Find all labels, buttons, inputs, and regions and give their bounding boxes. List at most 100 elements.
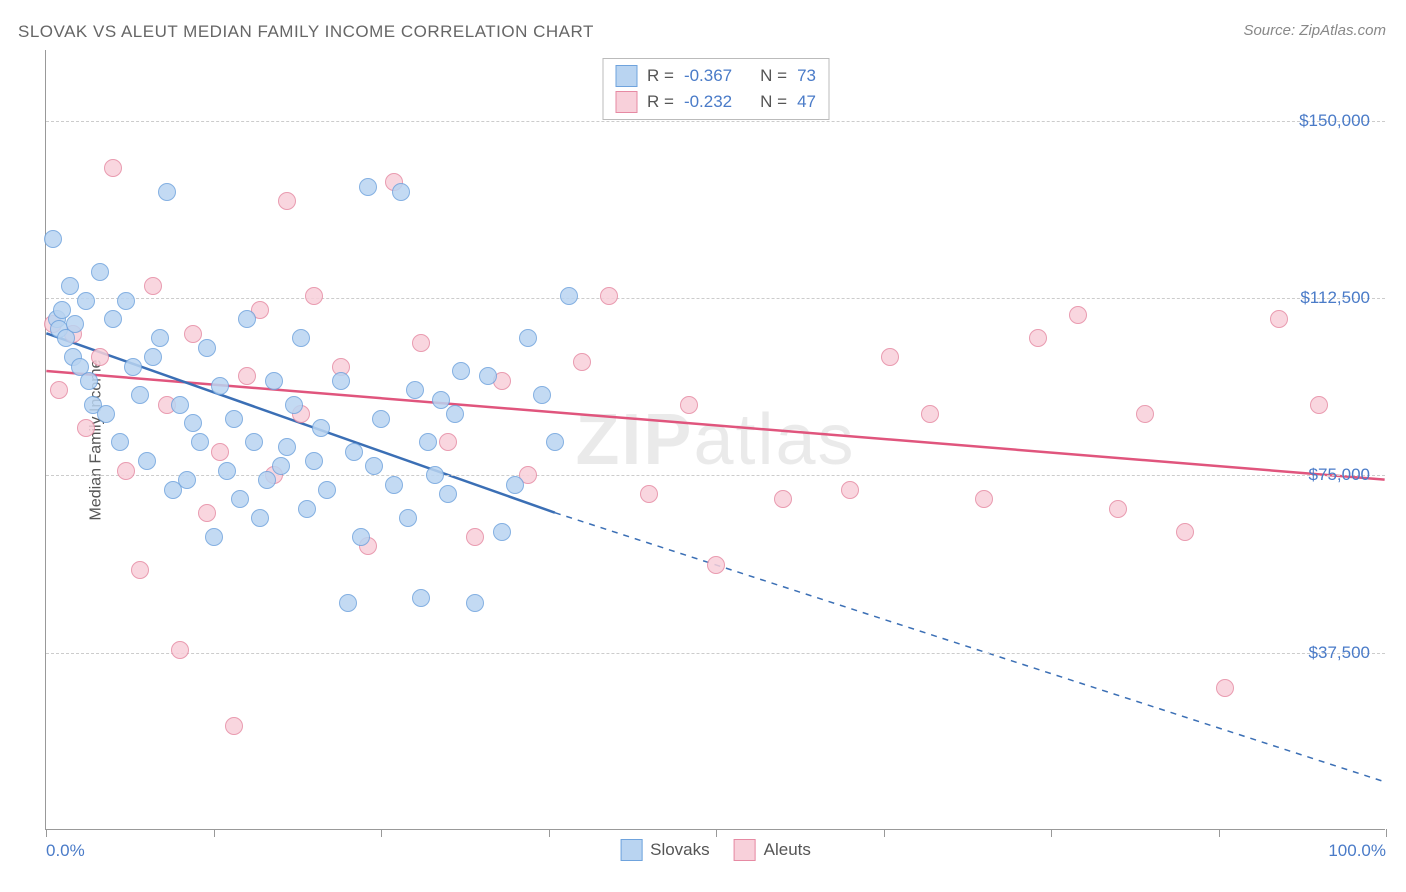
data-point xyxy=(439,433,457,451)
data-point xyxy=(245,433,263,451)
data-point xyxy=(372,410,390,428)
watermark: ZIPatlas xyxy=(575,399,855,481)
legend-series: Slovaks Aleuts xyxy=(620,839,811,861)
gridline xyxy=(46,653,1385,654)
data-point xyxy=(265,372,283,390)
ytick-label: $112,500 xyxy=(1300,288,1370,308)
data-point xyxy=(131,386,149,404)
data-point xyxy=(560,287,578,305)
xtick xyxy=(1386,829,1387,837)
data-point xyxy=(66,315,84,333)
chart-title: SLOVAK VS ALEUT MEDIAN FAMILY INCOME COR… xyxy=(18,22,594,42)
gridline xyxy=(46,298,1385,299)
data-point xyxy=(117,462,135,480)
data-point xyxy=(91,263,109,281)
data-point xyxy=(97,405,115,423)
data-point xyxy=(399,509,417,527)
data-point xyxy=(205,528,223,546)
gridline xyxy=(46,121,1385,122)
r-label: R = xyxy=(647,66,674,86)
xtick xyxy=(1219,829,1220,837)
gridline xyxy=(46,475,1385,476)
data-point xyxy=(184,414,202,432)
data-point xyxy=(305,452,323,470)
data-point xyxy=(298,500,316,518)
data-point xyxy=(406,381,424,399)
data-point xyxy=(151,329,169,347)
data-point xyxy=(231,490,249,508)
data-point xyxy=(171,396,189,414)
r-value-aleuts: -0.232 xyxy=(684,92,732,112)
data-point xyxy=(446,405,464,423)
data-point xyxy=(493,523,511,541)
xtick-label-left: 0.0% xyxy=(46,841,85,861)
ytick-label: $75,000 xyxy=(1309,465,1370,485)
data-point xyxy=(452,362,470,380)
data-point xyxy=(258,471,276,489)
legend-correlation: R = -0.367 N = 73 R = -0.232 N = 47 xyxy=(602,58,829,120)
data-point xyxy=(178,471,196,489)
xtick xyxy=(46,829,47,837)
legend-label-slovaks: Slovaks xyxy=(650,840,710,860)
data-point xyxy=(1109,500,1127,518)
data-point xyxy=(77,419,95,437)
data-point xyxy=(1029,329,1047,347)
legend-row-slovaks: R = -0.367 N = 73 xyxy=(615,63,816,89)
ytick-label: $150,000 xyxy=(1299,111,1370,131)
data-point xyxy=(198,504,216,522)
legend-item-aleuts: Aleuts xyxy=(734,839,811,861)
data-point xyxy=(61,277,79,295)
data-point xyxy=(104,310,122,328)
data-point xyxy=(1069,306,1087,324)
legend-label-aleuts: Aleuts xyxy=(764,840,811,860)
data-point xyxy=(533,386,551,404)
data-point xyxy=(111,433,129,451)
ytick-label: $37,500 xyxy=(1309,643,1370,663)
data-point xyxy=(211,443,229,461)
data-point xyxy=(479,367,497,385)
data-point xyxy=(77,292,95,310)
data-point xyxy=(385,476,403,494)
data-point xyxy=(439,485,457,503)
source-label: Source: ZipAtlas.com xyxy=(1243,22,1386,39)
data-point xyxy=(1136,405,1154,423)
r-label: R = xyxy=(647,92,674,112)
data-point xyxy=(345,443,363,461)
xtick xyxy=(716,829,717,837)
data-point xyxy=(225,717,243,735)
data-point xyxy=(251,509,269,527)
data-point xyxy=(117,292,135,310)
data-point xyxy=(339,594,357,612)
data-point xyxy=(44,230,62,248)
data-point xyxy=(238,310,256,328)
data-point xyxy=(198,339,216,357)
legend-swatch-aleuts-bottom xyxy=(734,839,756,861)
data-point xyxy=(600,287,618,305)
data-point xyxy=(921,405,939,423)
data-point xyxy=(278,192,296,210)
data-point xyxy=(412,589,430,607)
n-value-aleuts: 47 xyxy=(797,92,816,112)
n-value-slovaks: 73 xyxy=(797,66,816,86)
data-point xyxy=(158,183,176,201)
data-point xyxy=(392,183,410,201)
data-point xyxy=(124,358,142,376)
data-point xyxy=(365,457,383,475)
data-point xyxy=(80,372,98,390)
data-point xyxy=(50,381,68,399)
data-point xyxy=(1216,679,1234,697)
data-point xyxy=(640,485,658,503)
legend-swatch-slovaks-bottom xyxy=(620,839,642,861)
data-point xyxy=(305,287,323,305)
data-point xyxy=(144,348,162,366)
data-point xyxy=(211,377,229,395)
plot-area: ZIPatlas Median Family Income R = -0.367… xyxy=(45,50,1385,830)
data-point xyxy=(171,641,189,659)
data-point xyxy=(506,476,524,494)
xtick xyxy=(884,829,885,837)
data-point xyxy=(312,419,330,437)
data-point xyxy=(285,396,303,414)
data-point xyxy=(1176,523,1194,541)
legend-row-aleuts: R = -0.232 N = 47 xyxy=(615,89,816,115)
data-point xyxy=(138,452,156,470)
